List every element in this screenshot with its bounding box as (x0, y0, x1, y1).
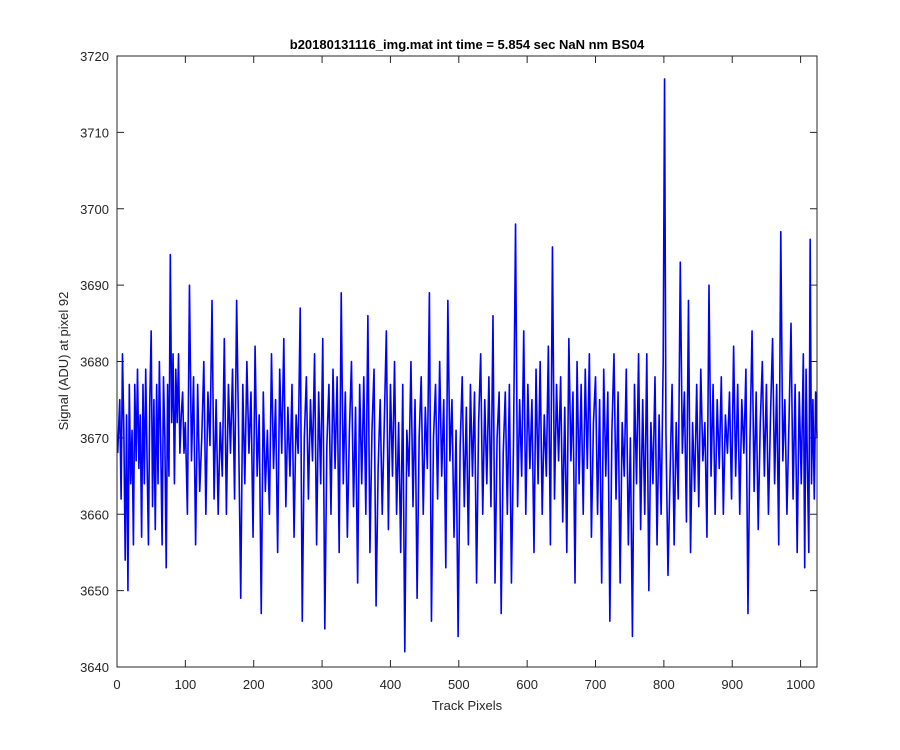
x-axis-label: Track Pixels (432, 698, 503, 713)
x-tick-label: 0 (113, 677, 120, 692)
x-tick-label: 800 (653, 677, 675, 692)
x-tick-label: 300 (311, 677, 333, 692)
y-axis-label: Signal (ADU) at pixel 92 (56, 292, 71, 431)
y-tick-label: 3710 (80, 125, 109, 140)
x-tick-label: 900 (721, 677, 743, 692)
plot-area (117, 56, 817, 667)
x-tick-label: 1000 (786, 677, 815, 692)
y-tick-label: 3720 (80, 49, 109, 64)
y-tick-label: 3680 (80, 355, 109, 370)
x-tick-label: 600 (516, 677, 538, 692)
axes-box (116, 55, 818, 668)
series-line (116, 78, 818, 653)
x-tick-label: 100 (175, 677, 197, 692)
y-tick-label: 3640 (80, 660, 109, 675)
y-tick-label: 3670 (80, 431, 109, 446)
y-tick-label: 3700 (80, 202, 109, 217)
y-tick-label: 3690 (80, 278, 109, 293)
series-layer (116, 78, 818, 653)
chart-title: b20180131116_img.mat int time = 5.854 se… (290, 37, 645, 52)
y-tick-label: 3650 (80, 584, 109, 599)
x-tick-labels: 0 100 200 300 400 500 600 700 800 900 1000 (113, 677, 815, 692)
x-tick-label: 700 (585, 677, 607, 692)
x-tick-label: 400 (380, 677, 402, 692)
x-tick-label: 500 (448, 677, 470, 692)
y-tick-labels: 3640 3650 3660 3670 3680 3690 3700 3710 3720 (80, 49, 109, 675)
y-tick-label: 3660 (80, 507, 109, 522)
x-tick-label: 200 (243, 677, 265, 692)
